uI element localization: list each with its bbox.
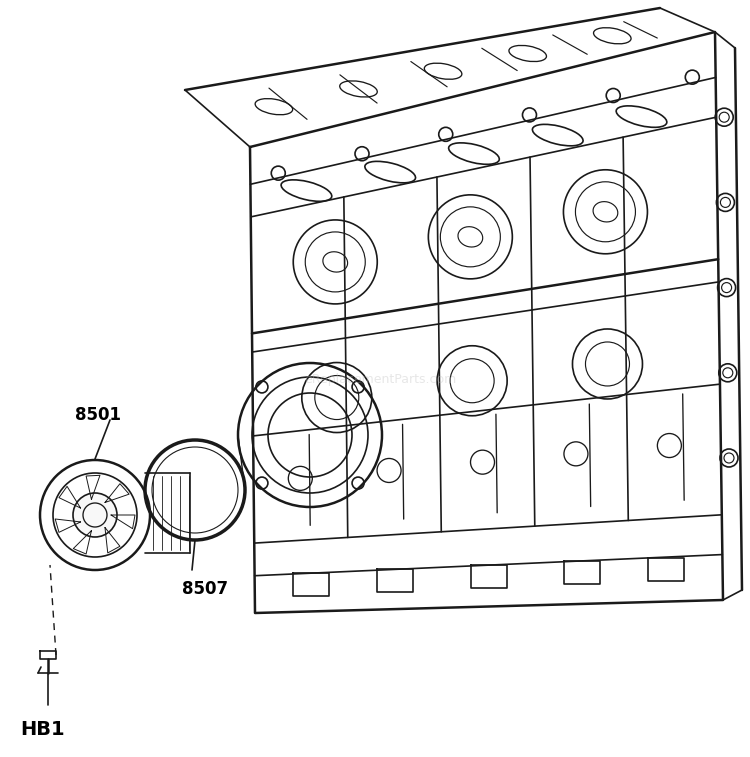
Text: 8507: 8507: [182, 580, 228, 598]
Circle shape: [73, 493, 117, 537]
Text: 8501: 8501: [75, 406, 121, 424]
Text: eReplacementParts.com: eReplacementParts.com: [304, 373, 456, 387]
Text: HB1: HB1: [20, 720, 64, 739]
